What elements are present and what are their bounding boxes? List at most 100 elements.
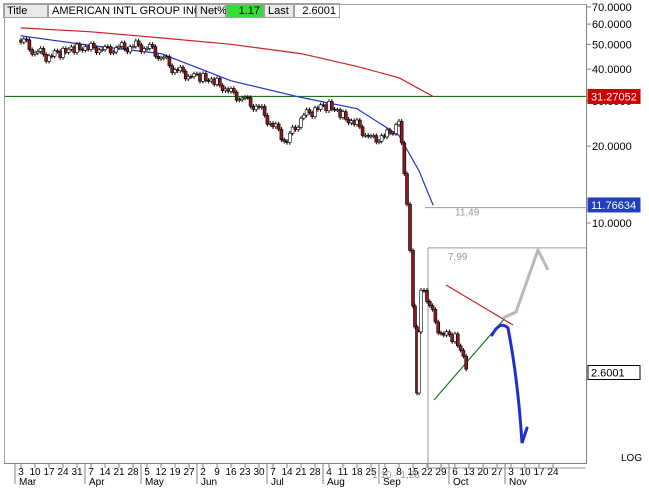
candle-body	[183, 70, 188, 80]
x-tick-label: 9	[214, 467, 220, 478]
candle-body	[388, 129, 392, 134]
candle-body	[131, 46, 135, 48]
x-tick-label: 28	[309, 467, 321, 478]
candle-body	[159, 57, 163, 60]
x-tick-label: 10	[29, 467, 41, 478]
price-marker-box	[587, 88, 641, 104]
price-marker-label: 11.76634	[591, 200, 636, 212]
candle-body	[237, 99, 242, 101]
candle-body	[145, 47, 149, 50]
month-label: Apr	[89, 477, 105, 488]
price-marker-box	[587, 365, 641, 381]
candle-body	[170, 65, 174, 73]
x-tick-label: 14	[281, 467, 293, 478]
net-value: 1.17	[226, 3, 264, 18]
candle-body	[377, 140, 381, 143]
last-label: Last	[264, 3, 294, 18]
candle-body	[411, 250, 415, 307]
candle-body	[276, 123, 281, 130]
candle-body	[329, 101, 334, 110]
candle-body	[33, 52, 37, 55]
candle-body	[391, 132, 395, 135]
x-tick-label: 27	[491, 467, 503, 478]
candle-body	[136, 40, 141, 46]
candle-body	[30, 49, 35, 55]
plot-frame	[4, 4, 587, 464]
x-tick-label: 11	[338, 467, 349, 478]
candle-body	[24, 38, 29, 41]
candle-body	[220, 85, 225, 92]
candle-body	[422, 289, 426, 292]
candle-body	[402, 142, 407, 175]
candle-body	[374, 135, 379, 143]
quote-header: Title AMERICAN INTL GROUP INC Net% 1.17 …	[3, 3, 340, 19]
candle-body	[394, 124, 398, 134]
candle-body	[198, 73, 202, 82]
x-tick-label: 24	[57, 467, 69, 478]
x-tick-label: 3	[508, 467, 514, 478]
candle-body	[447, 331, 452, 336]
x-tick-label: 18	[351, 467, 363, 478]
candle-body	[343, 111, 348, 120]
x-tick-label: 21	[113, 467, 125, 478]
x-tick-label: 13	[463, 467, 475, 478]
x-tick-label: 20	[477, 467, 489, 478]
x-tick-label: 2	[200, 467, 206, 478]
candle-body	[279, 128, 284, 141]
candle-body	[97, 49, 102, 54]
month-label: May	[145, 477, 164, 488]
x-tick-label: 7	[270, 467, 276, 478]
log-scale-label[interactable]: LOG	[621, 453, 642, 464]
candle-body	[117, 46, 121, 49]
candle-body	[92, 43, 96, 48]
candle-body	[254, 105, 258, 110]
candle-body	[436, 321, 441, 334]
candle-body	[461, 349, 466, 357]
y-tick-label: 10.0000	[592, 218, 632, 230]
month-label: Jul	[271, 477, 284, 488]
candle-body	[111, 51, 116, 54]
candle-body	[408, 203, 412, 251]
month-label: Aug	[327, 477, 345, 488]
candle-body	[52, 50, 57, 57]
x-tick-label: 27	[183, 467, 195, 478]
annotation-label: 7,99	[448, 252, 468, 263]
candle-body	[61, 48, 65, 58]
candle-body	[108, 46, 113, 54]
candle-body	[21, 38, 26, 43]
candle-body	[301, 114, 306, 119]
candles	[19, 36, 469, 396]
candle-body	[399, 120, 404, 144]
candle-body	[232, 88, 236, 93]
candle-body	[192, 73, 196, 77]
price-marker-label: 31.27052	[591, 91, 637, 103]
x-tick-label: 30	[253, 467, 265, 478]
candle-body	[430, 305, 435, 310]
price-markers: 31.27052 11.76634 2.6001	[587, 88, 641, 381]
month-label: Nov	[509, 477, 527, 488]
y-tick-label: 50.0000	[592, 39, 632, 51]
title-label: Title	[3, 3, 48, 18]
candle-body	[413, 305, 417, 328]
x-tick-label: 8	[396, 467, 402, 478]
candle-body	[425, 290, 429, 302]
candle-body	[433, 309, 438, 323]
x-tick-label: 5	[144, 467, 150, 478]
x-tick-label: 19	[169, 467, 181, 478]
long-moving-average	[20, 27, 434, 98]
candle-body	[156, 56, 160, 59]
x-tick-label: 24	[547, 467, 559, 478]
candle-body	[195, 73, 199, 76]
month-label: Sep	[383, 477, 401, 488]
candle-body	[153, 46, 158, 57]
x-tick-label: 22	[421, 467, 433, 478]
candle-body	[405, 173, 409, 205]
x-tick-label: 14	[99, 467, 111, 478]
candle-body	[66, 49, 71, 53]
y-tick-label: 60.0000	[592, 19, 632, 31]
candle-body	[318, 104, 323, 110]
candle-body	[464, 355, 469, 370]
candle-body	[114, 47, 118, 53]
month-label: Oct	[453, 477, 469, 488]
